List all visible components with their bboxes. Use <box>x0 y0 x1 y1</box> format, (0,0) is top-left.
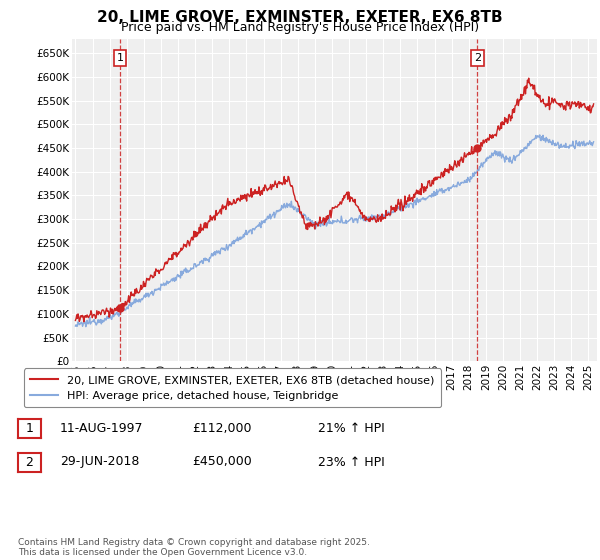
Text: Price paid vs. HM Land Registry's House Price Index (HPI): Price paid vs. HM Land Registry's House … <box>121 21 479 34</box>
Text: 23% ↑ HPI: 23% ↑ HPI <box>318 455 385 469</box>
Text: 21% ↑ HPI: 21% ↑ HPI <box>318 422 385 435</box>
Text: 20, LIME GROVE, EXMINSTER, EXETER, EX6 8TB: 20, LIME GROVE, EXMINSTER, EXETER, EX6 8… <box>97 10 503 25</box>
Text: £112,000: £112,000 <box>192 422 251 435</box>
Text: 11-AUG-1997: 11-AUG-1997 <box>60 422 143 435</box>
Text: 29-JUN-2018: 29-JUN-2018 <box>60 455 139 469</box>
Text: £450,000: £450,000 <box>192 455 252 469</box>
Text: Contains HM Land Registry data © Crown copyright and database right 2025.
This d: Contains HM Land Registry data © Crown c… <box>18 538 370 557</box>
Text: 2: 2 <box>474 53 481 63</box>
Text: 2: 2 <box>25 456 34 469</box>
Text: 1: 1 <box>25 422 34 436</box>
Legend: 20, LIME GROVE, EXMINSTER, EXETER, EX6 8TB (detached house), HPI: Average price,: 20, LIME GROVE, EXMINSTER, EXETER, EX6 8… <box>23 368 441 407</box>
Text: 1: 1 <box>116 53 124 63</box>
